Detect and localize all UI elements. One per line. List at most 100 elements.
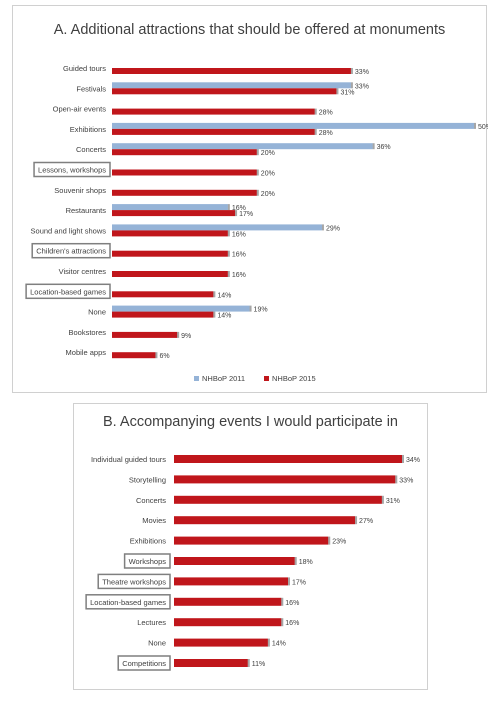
chart-b-data-label-value-individual-guided-tours: 34% [406,457,420,464]
chart-b-category-label-theatre-workshops: Theatre workshops [102,577,166,586]
chart-a-bar-nhbop-2015-mobile-apps [112,352,156,359]
chart-a-data-label-nhbop-2011-restaurants: 16% [232,205,246,212]
chart-a-data-label-nhbop-2011-none: 19% [254,307,268,314]
chart-a-data-label-nhbop-2015-visitor-centres: 16% [232,272,246,279]
chart-a-legend-swatch-nhbop-2015 [264,376,269,381]
chart-b-data-label-value-exhibitions: 23% [332,539,346,546]
chart-a-bar-nhbop-2011-exhibitions [112,122,474,129]
chart-b-data-label-value-none: 14% [272,641,286,648]
chart-b-bar-value-workshops [174,557,295,565]
chart-a-bar-edge-nhbop-2015-location-based-games [213,291,216,298]
chart-a-bar-edge-nhbop-2015-souvenir-shops [256,189,259,196]
chart-b-category-label-exhibitions: Exhibitions [130,537,167,546]
chart-b-bar-value-none [174,638,268,647]
chart-b-bar-value-movies [174,516,356,525]
chart-b-category-label-movies: Movies [142,516,166,525]
chart-a-title: A. Additional attractions that should be… [53,22,446,38]
chart-a-bar-nhbop-2015-children-s-attractions [112,250,228,257]
chart-a-bar-edge-nhbop-2015-open-air-events [314,108,317,115]
chart-a-category-label-bookstores: Bookstores [68,328,106,337]
chart-b-bar-value-theatre-workshops [174,577,288,586]
chart-a-data-label-nhbop-2015-restaurants: 17% [239,211,253,218]
chart-b-category-label-storytelling: Storytelling [129,475,166,484]
chart-b-category-label-individual-guided-tours: Individual guided tours [91,455,166,464]
chart-b-highlight-box-location-based-games [85,594,171,610]
chart-a-bar-nhbop-2015-festivals [112,88,337,95]
chart-a-bar-edge-nhbop-2011-restaurants [227,204,230,211]
chart-b-bar-value-individual-guided-tours [174,455,402,463]
chart-a-category-label-concerts: Concerts [76,145,106,154]
chart-a-highlight-box-lessons-workshops [33,161,111,178]
chart-a-data-label-nhbop-2015-bookstores: 9% [181,333,191,340]
chart-a-data-label-nhbop-2015-sound-and-light-shows: 16% [232,231,246,238]
chart-a-data-label-nhbop-2015-children-s-attractions: 16% [232,252,246,259]
chart-a-bar-nhbop-2015-guided-tours [112,68,351,74]
chart-a-bar-edge-nhbop-2015-guided-tours [350,68,353,74]
chart-a-data-label-nhbop-2015-location-based-games: 14% [217,292,231,299]
chart-a-category-label-location-based-games: Location-based games [30,287,106,296]
chart-b-title: B. Accompanying events I would participa… [103,414,398,430]
chart-a-data-label-nhbop-2011-concerts: 36% [377,144,391,151]
chart-b-bar-edge-value-lectures [281,618,284,627]
chart-a-bar-nhbop-2015-location-based-games [112,291,214,298]
chart-a-bar-nhbop-2011-festivals [112,82,351,89]
chart-a-data-label-nhbop-2015-exhibitions: 28% [319,130,333,137]
chart-b-bar-edge-value-movies [355,516,358,525]
chart-b-data-label-value-storytelling: 33% [399,477,413,484]
chart-a-data-label-nhbop-2015-mobile-apps: 6% [159,353,169,360]
chart-a-category-label-none: None [88,308,106,317]
chart-a-data-label-nhbop-2015-souvenir-shops: 20% [261,191,275,198]
chart-b-bar-value-concerts [174,495,382,504]
chart-b-bar-edge-value-none [267,638,270,647]
chart-a-bar-edge-nhbop-2015-lessons-workshops [256,169,259,176]
chart-a-bar-nhbop-2011-concerts [112,143,373,150]
chart-b-bar-edge-value-theatre-workshops [288,577,290,586]
chart-b-highlight-box-competitions [117,655,171,671]
chart-a-bar-nhbop-2015-concerts [112,149,257,156]
chart-a-legend-swatch-nhbop-2011 [194,376,199,381]
chart-b-category-label-competitions: Competitions [122,659,166,668]
chart-a-bar-edge-nhbop-2015-bookstores [177,331,180,338]
chart-b-data-label-value-concerts: 31% [386,498,400,505]
chart-a-bar-edge-nhbop-2015-concerts [256,149,259,156]
chart-a-bar-nhbop-2015-open-air-events [112,108,315,115]
chart-a-category-label-souvenir-shops: Souvenir shops [54,186,106,195]
chart-a-bar-nhbop-2015-none [112,311,214,318]
chart-b-plot: Individual guided tours 34% Storytelling 33… [85,455,420,671]
chart-a-bar-nhbop-2011-none [112,305,250,312]
chart-a-bar-edge-nhbop-2011-none [249,305,252,312]
chart-a-bar-nhbop-2015-bookstores [112,331,178,338]
chart-b-bar-edge-value-individual-guided-tours [402,455,404,463]
chart-b-highlight-box-theatre-workshops [97,573,171,590]
chart-b-category-label-workshops: Workshops [129,557,167,566]
chart-a-bar-edge-nhbop-2015-sound-and-light-shows [227,230,230,237]
chart-a-data-label-nhbop-2015-guided-tours: 33% [355,69,369,76]
chart-b-bar-edge-value-location-based-games [281,597,284,606]
chart-a-category-label-lessons-workshops: Lessons, workshops [38,166,106,175]
chart-b-data-label-value-location-based-games: 16% [285,600,299,607]
chart-b-data-label-value-competitions: 11% [252,661,266,668]
chart-a-data-label-nhbop-2011-exhibitions: 50% [478,124,488,131]
chart-a-category-label-sound-and-light-shows: Sound and light shows [31,226,107,235]
chart-a-category-label-restaurants: Restaurants [66,206,107,215]
chart-a-bar-nhbop-2015-exhibitions [112,128,315,135]
chart-a-highlight-box-location-based-games [25,283,111,300]
chart-b-data-label-value-movies: 27% [359,518,373,525]
chart-b-category-label-concerts: Concerts [136,496,166,505]
chart-a-panel: A. Additional attractions that should be… [12,5,488,393]
chart-b-highlight-box-workshops [123,553,171,569]
chart-a-bar-edge-nhbop-2015-exhibitions [314,128,317,135]
chart-a-bar-edge-nhbop-2015-visitor-centres [227,271,230,277]
chart-a-bar-edge-nhbop-2015-restaurants [235,210,238,217]
chart-a-legend-label-nhbop-2015: NHBoP 2015 [272,374,316,383]
chart-b-category-label-none: None [148,639,166,648]
chart-a-bar-edge-nhbop-2011-exhibitions [474,122,476,129]
chart-a-bar-edge-nhbop-2011-concerts [372,143,375,150]
chart-a-bar-nhbop-2015-visitor-centres [112,271,228,277]
chart-a-bar-nhbop-2015-lessons-workshops [112,169,257,176]
chart-a-data-label-nhbop-2015-lessons-workshops: 20% [261,171,275,178]
chart-b-bar-edge-value-workshops [294,557,297,565]
chart-a-category-label-guided-tours: Guided tours [63,64,106,73]
chart-b-panel: B. Accompanying events I would participa… [73,403,428,690]
chart-b-bar-value-location-based-games [174,597,282,606]
